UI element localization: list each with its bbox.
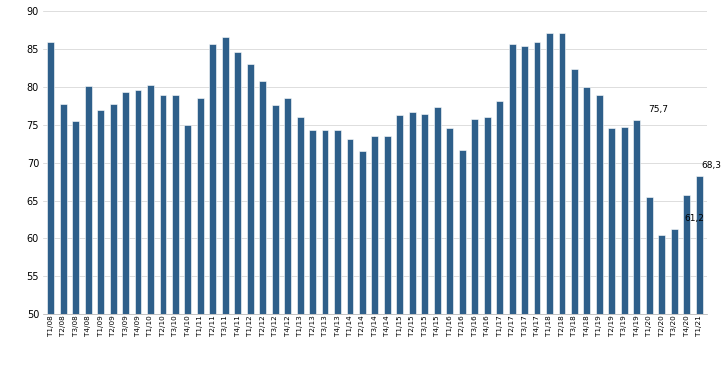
Bar	[609, 128, 615, 314]
Bar	[234, 52, 242, 314]
Bar	[97, 110, 104, 314]
Bar	[633, 119, 640, 314]
Bar	[596, 95, 603, 314]
Bar	[534, 42, 541, 314]
Text: 61,2: 61,2	[684, 214, 704, 223]
Bar	[347, 139, 353, 314]
Bar	[646, 197, 653, 314]
Bar	[60, 104, 66, 314]
Bar	[384, 136, 391, 314]
Bar	[72, 121, 79, 314]
Bar	[571, 69, 578, 314]
Bar	[658, 235, 665, 314]
Bar	[296, 117, 304, 314]
Bar	[521, 46, 528, 314]
Bar	[583, 87, 590, 314]
Bar	[508, 44, 516, 314]
Bar	[85, 86, 92, 314]
Bar	[272, 105, 278, 314]
Bar	[247, 64, 254, 314]
Bar	[409, 112, 416, 314]
Bar	[446, 128, 454, 314]
Bar	[421, 114, 428, 314]
Bar	[696, 176, 702, 314]
Bar	[309, 130, 316, 314]
Bar	[397, 115, 403, 314]
Bar	[172, 95, 179, 314]
Bar	[359, 151, 366, 314]
Bar	[334, 130, 341, 314]
Bar	[122, 92, 129, 314]
Bar	[185, 125, 191, 314]
Bar	[546, 33, 553, 314]
Bar	[684, 195, 690, 314]
Text: 68,3: 68,3	[701, 160, 721, 170]
Bar	[472, 119, 478, 314]
Bar	[671, 229, 678, 314]
Bar	[222, 37, 229, 314]
Bar	[197, 98, 204, 314]
Bar	[48, 42, 54, 314]
Bar	[484, 117, 490, 314]
Bar	[459, 150, 466, 314]
Bar	[559, 33, 565, 314]
Text: 75,7: 75,7	[648, 105, 668, 114]
Bar	[496, 101, 503, 314]
Bar	[260, 81, 266, 314]
Bar	[147, 85, 154, 314]
Bar	[209, 44, 216, 314]
Bar	[135, 90, 141, 314]
Bar	[159, 95, 167, 314]
Bar	[371, 136, 379, 314]
Bar	[322, 130, 329, 314]
Bar	[110, 104, 117, 314]
Bar	[284, 98, 291, 314]
Bar	[621, 127, 628, 314]
Bar	[434, 107, 441, 314]
